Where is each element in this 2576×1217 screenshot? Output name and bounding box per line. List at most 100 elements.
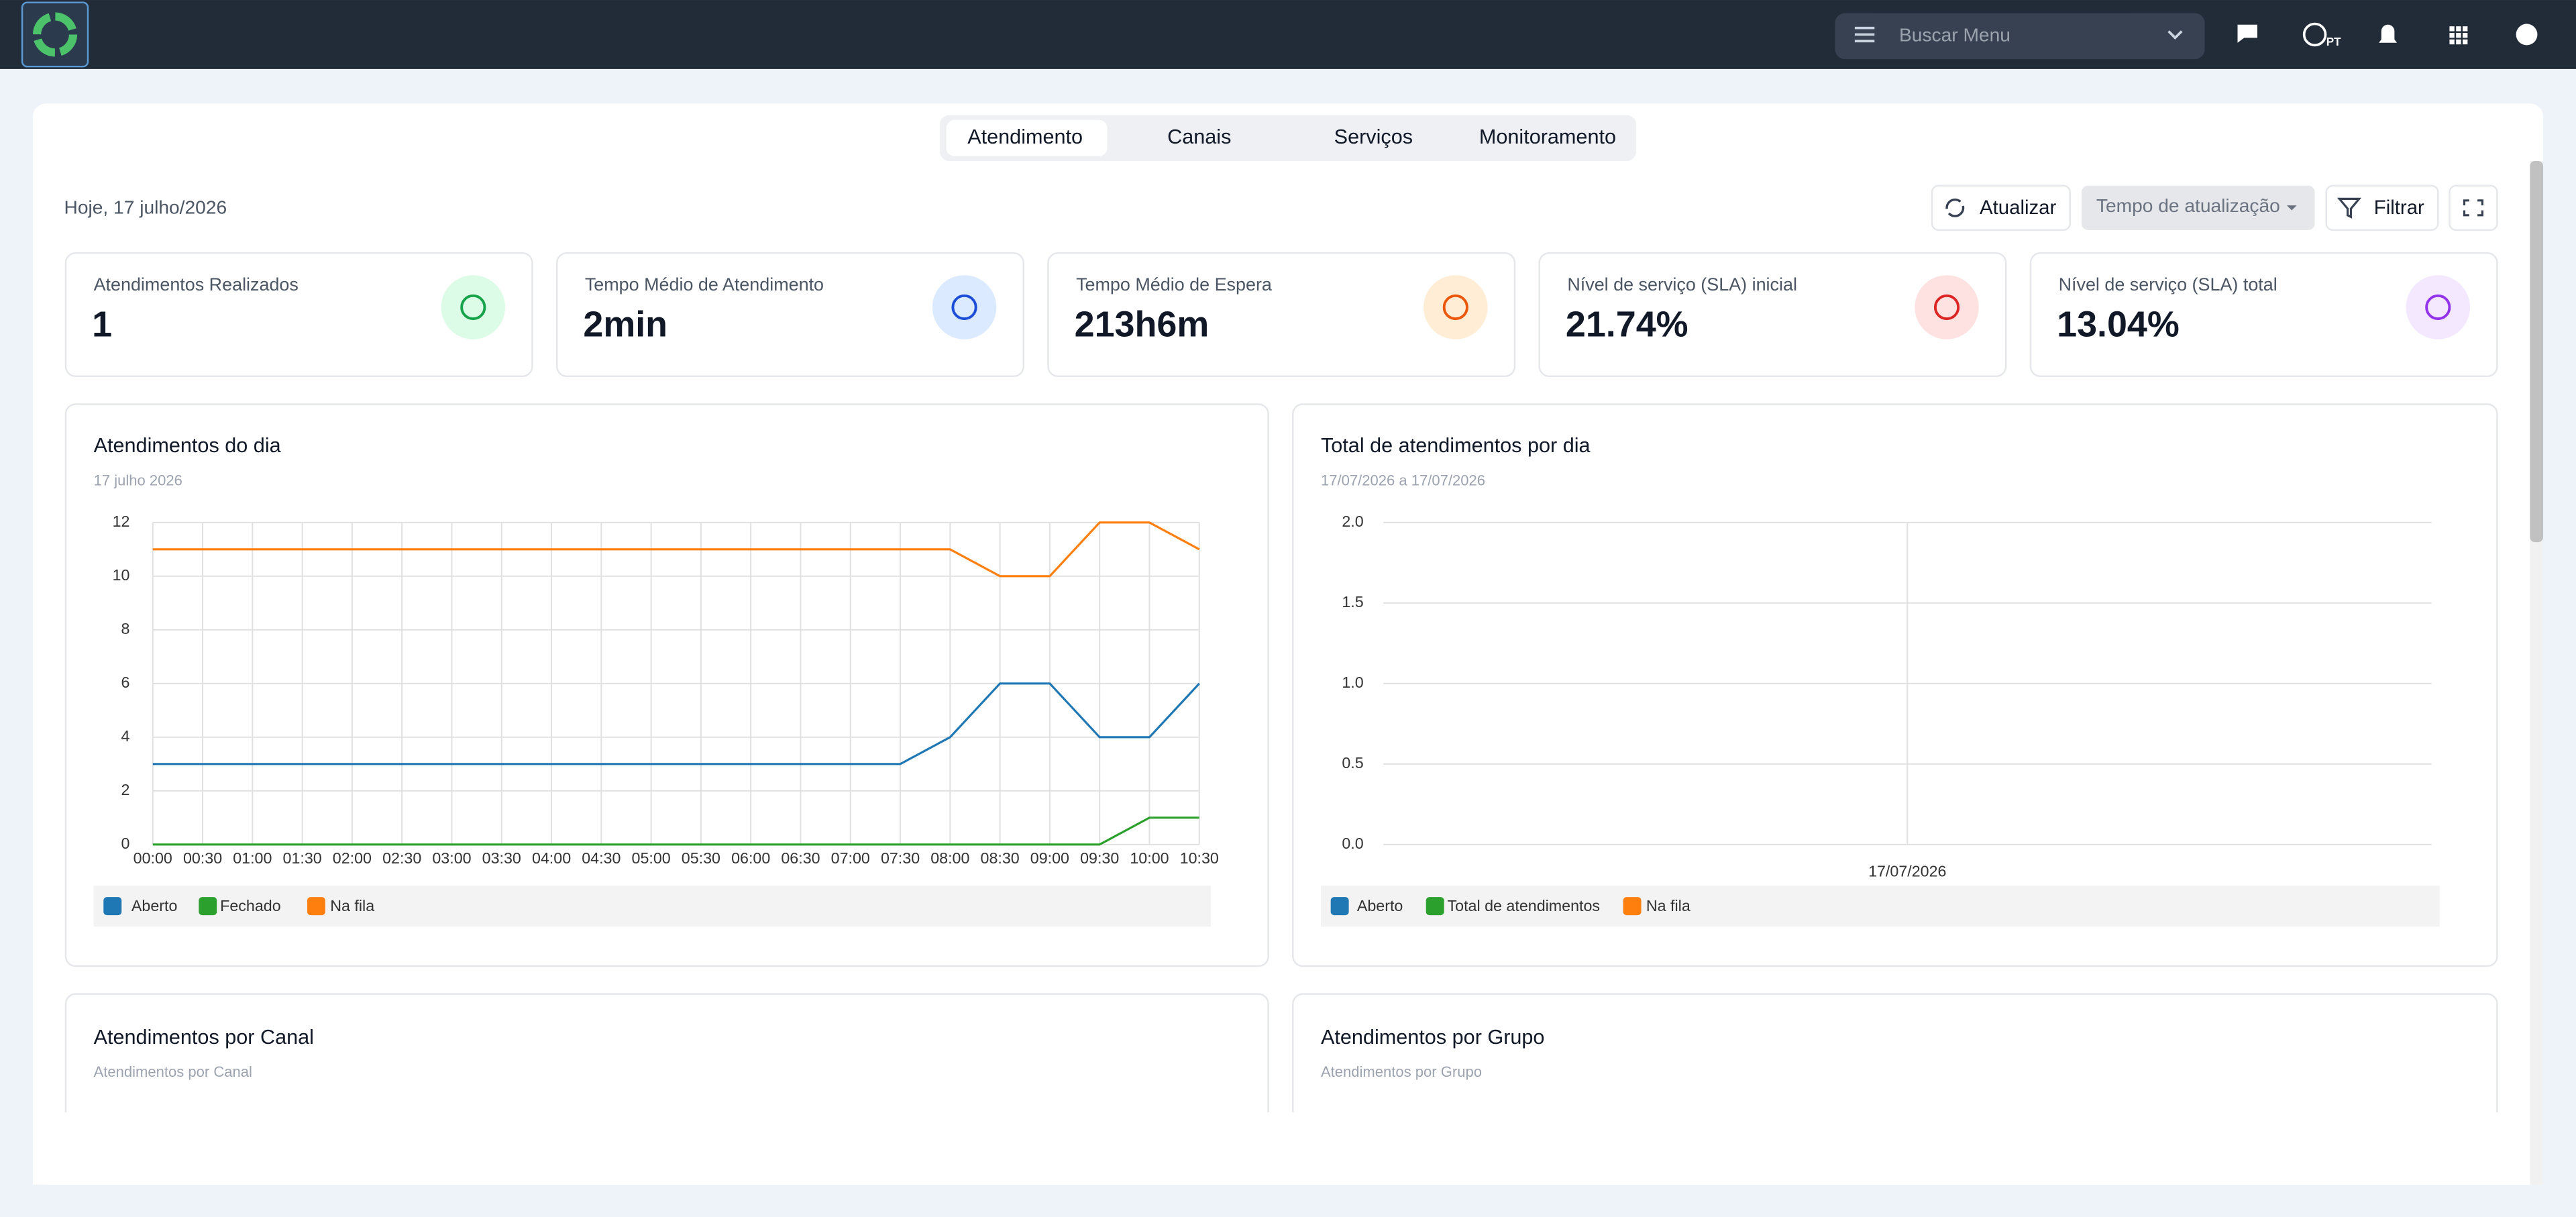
series-line: [152, 521, 1200, 578]
y-tick-label: 2.0: [1342, 513, 1363, 530]
search-box[interactable]: [1835, 13, 2205, 60]
legend-swatch[interactable]: [103, 897, 122, 916]
chevron: [2167, 30, 2183, 40]
chart-subtitle: 17 julho 2026: [94, 472, 182, 488]
interval-select[interactable]: [2081, 185, 2315, 230]
search-placeholder: Buscar Menu: [1899, 24, 2010, 45]
kpi-label: Atendimentos Realizados: [94, 274, 299, 295]
kpi-icon-bg: [932, 275, 997, 339]
date: Hoje, 17 julho/2026: [64, 197, 227, 217]
language-code: PT: [2326, 35, 2341, 48]
chart-title: Atendimentos do dia: [94, 434, 282, 457]
tab[interactable]: Monitoramento: [1479, 125, 1616, 148]
kpi-label: Nível de serviço (SLA) total: [2059, 274, 2277, 295]
menu-icon: [1854, 26, 1875, 43]
tab[interactable]: Atendimento: [967, 125, 1083, 148]
panel-title: Atendimentos por Grupo: [1321, 1026, 1544, 1049]
user-icon[interactable]: [2516, 23, 2538, 46]
filter-label: Filtrar: [2374, 197, 2424, 219]
legend-label[interactable]: Fechado: [220, 897, 280, 914]
tab-bar: [939, 115, 1637, 162]
chart-title: Total de atendimentos por dia: [1321, 434, 1591, 457]
interval-label: Tempo de atualização: [2096, 195, 2280, 216]
legend-swatch[interactable]: [1426, 897, 1444, 916]
apps-icon[interactable]: [2449, 26, 2468, 45]
kpi-icon-bg: [441, 275, 506, 339]
bell-icon[interactable]: [2379, 24, 2398, 43]
legend-swatch[interactable]: [307, 897, 325, 916]
logo[interactable]: [21, 1, 89, 68]
kpi-icon: [1933, 294, 1960, 321]
x-tick-label: 05:00: [632, 849, 671, 867]
y-tick-label: 4: [121, 727, 130, 745]
y-tick-label: 1.0: [1342, 674, 1363, 691]
y-tick-label: 2: [121, 781, 130, 798]
kpi-label: Nível de serviço (SLA) inicial: [1567, 274, 1797, 295]
y-tick-label: 10: [113, 566, 130, 584]
legend-swatch[interactable]: [1623, 897, 1642, 916]
kpi-value: 1: [92, 305, 112, 345]
y-tick-label: 0: [121, 835, 130, 852]
legend: [1320, 886, 2440, 927]
y-tick-label: 1.5: [1342, 593, 1363, 611]
kpi-value: 213h6m: [1075, 305, 1210, 345]
y-tick-label: 12: [113, 513, 130, 530]
legend-label[interactable]: Aberto: [131, 897, 178, 914]
kpi-icon: [460, 294, 486, 321]
filter-icon: [2337, 197, 2362, 219]
x-tick-label: 05:30: [682, 849, 720, 867]
legend-label[interactable]: Na fila: [330, 897, 374, 914]
kpi-card: [1538, 252, 2007, 378]
refresh-button[interactable]: [1931, 184, 2071, 231]
kpi-icon-bg: [1915, 275, 1979, 339]
language-icon[interactable]: [2302, 22, 2327, 47]
x-tick-label: 04:00: [532, 849, 571, 867]
y-tick-label: 0.0: [1342, 835, 1363, 852]
x-tick-label: 01:30: [283, 849, 322, 867]
kpi-icon-bg: [1424, 275, 1488, 339]
legend-label[interactable]: Total de atendimentos: [1448, 897, 1600, 914]
active-tab: [946, 119, 1108, 156]
panel-subtitle: Atendimentos por Grupo: [1321, 1063, 1482, 1080]
series-line: [152, 816, 1199, 846]
chart-panel: [1292, 403, 2498, 967]
fullscreen-icon: [2463, 199, 2484, 217]
x-tick-label: 00:00: [133, 849, 172, 867]
chart-subtitle: 17/07/2026 a 17/07/2026: [1321, 472, 1485, 488]
x-tick-label: 09:30: [1080, 849, 1119, 867]
x-tick-label: 03:30: [482, 849, 521, 867]
caret: [2286, 205, 2297, 211]
chart-panel: [64, 403, 1269, 967]
filter-button[interactable]: [2325, 184, 2439, 231]
x-tick-label: 08:30: [981, 849, 1020, 867]
tab[interactable]: Canais: [1167, 125, 1231, 148]
x-tick-label: 04:30: [582, 849, 621, 867]
kpi-value: 2min: [583, 305, 667, 345]
panel-subtitle: Atendimentos por Canal: [94, 1063, 252, 1080]
kpi-icon: [951, 294, 977, 321]
scroll-thumb[interactable]: [2530, 161, 2544, 543]
legend-label[interactable]: Na fila: [1646, 897, 1690, 914]
fullscreen-button[interactable]: [2449, 184, 2498, 231]
x-tick-label: 07:30: [881, 849, 920, 867]
kpi-icon-bg: [2406, 275, 2471, 339]
x-tick-label: 10:30: [1180, 849, 1219, 867]
y-tick-label: 0.5: [1342, 754, 1363, 772]
kpi-card: [2029, 252, 2498, 378]
y-tick-label: 6: [121, 674, 130, 691]
legend-label[interactable]: Aberto: [1357, 897, 1403, 914]
x-tick-label: 08:00: [930, 849, 969, 867]
tab[interactable]: Serviços: [1334, 125, 1413, 148]
card-footer: [32, 1112, 2544, 1185]
x-tick-label: 00:30: [183, 849, 222, 867]
refresh-label: Atualizar: [1980, 197, 2057, 219]
x-tick-label: 09:00: [1030, 849, 1069, 867]
legend-swatch[interactable]: [199, 897, 217, 916]
panel-title: Atendimentos por Canal: [94, 1026, 314, 1049]
chat-icon[interactable]: [2237, 24, 2257, 43]
kpi-value: 13.04%: [2057, 305, 2180, 345]
refresh-icon: [1945, 198, 1965, 217]
legend-swatch[interactable]: [1330, 897, 1349, 916]
